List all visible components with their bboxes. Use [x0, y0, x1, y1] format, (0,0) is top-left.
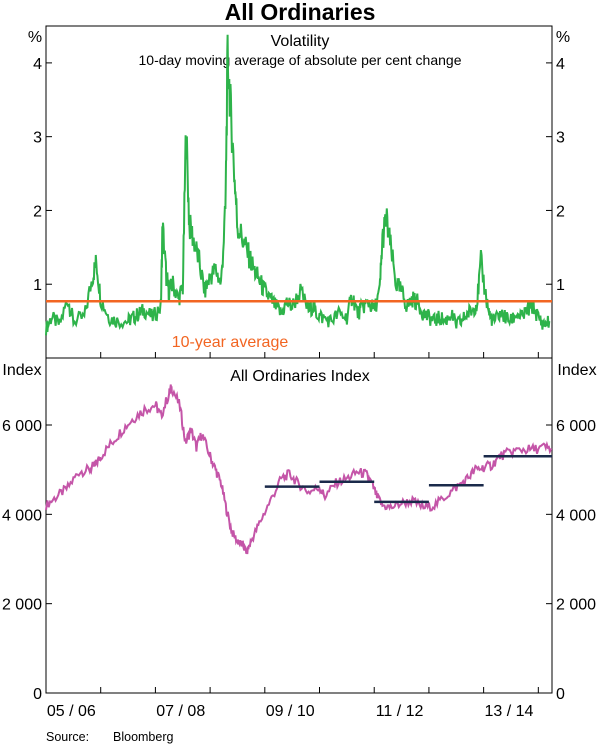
source-value: Bloomberg	[113, 730, 173, 744]
index-axis-ticks: 0 0 2 000 2 000 4 000 4 000 6 000 6 000	[2, 418, 596, 703]
volatility-ytick-label-right: 3	[556, 130, 565, 147]
volatility-ytick-label-left: 3	[33, 130, 42, 147]
index-ylabel-right: Index	[557, 362, 596, 379]
volatility-ytick-label-right: 2	[556, 203, 565, 220]
volatility-ylabel-right: %	[556, 29, 570, 46]
volatility-ytick-label-left: 1	[33, 277, 42, 294]
index-ytick-label-right: 4 000	[556, 507, 596, 524]
xtick-label: 09 / 10	[266, 703, 315, 720]
volatility-series-line	[45, 34, 551, 336]
volatility-plot	[45, 34, 552, 336]
index-ytick-label-right: 6 000	[556, 418, 596, 435]
index-ytick-label-left: 6 000	[2, 418, 42, 435]
index-plot	[45, 384, 553, 555]
index-panel-title: All Ordinaries Index	[230, 368, 370, 385]
volatility-ytick-label-right: 1	[556, 277, 565, 294]
index-ytick-label-left: 2 000	[2, 597, 42, 614]
xtick-label: 07 / 08	[156, 703, 205, 720]
xtick-label: 11 / 12	[376, 703, 424, 720]
volatility-ylabel-left: %	[28, 29, 42, 46]
volatility-panel-subtitle: 10-day moving average of absolute per ce…	[139, 52, 462, 68]
xtick-label: 05 / 06	[47, 703, 96, 720]
volatility-ytick-label-left: 4	[33, 56, 42, 73]
chart-title: All Ordinaries	[225, 0, 376, 25]
index-ytick-label-right: 2 000	[556, 597, 596, 614]
x-axis-ticks: 05 / 06 07 / 08 09 / 10 11 / 12 13 / 14	[45, 352, 539, 720]
volatility-ytick-label-left: 2	[33, 203, 42, 220]
volatility-axis-ticks: 1 1 2 2 3 3 4 4	[33, 56, 565, 294]
index-ylabel-left: Index	[2, 362, 41, 379]
index-ytick-label-left: 4 000	[2, 507, 42, 524]
average-line-label: 10-year average	[172, 334, 289, 351]
index-ytick-label-right: 0	[556, 686, 565, 703]
volatility-ytick-label-right: 4	[556, 56, 565, 73]
index-series-line	[45, 384, 553, 555]
index-ytick-label-left: 0	[33, 686, 42, 703]
volatility-panel-title: Volatility	[271, 33, 330, 50]
xtick-label: 13 / 14	[485, 703, 534, 720]
index-panel-frame	[45, 357, 553, 694]
source-label: Source:	[46, 730, 89, 744]
